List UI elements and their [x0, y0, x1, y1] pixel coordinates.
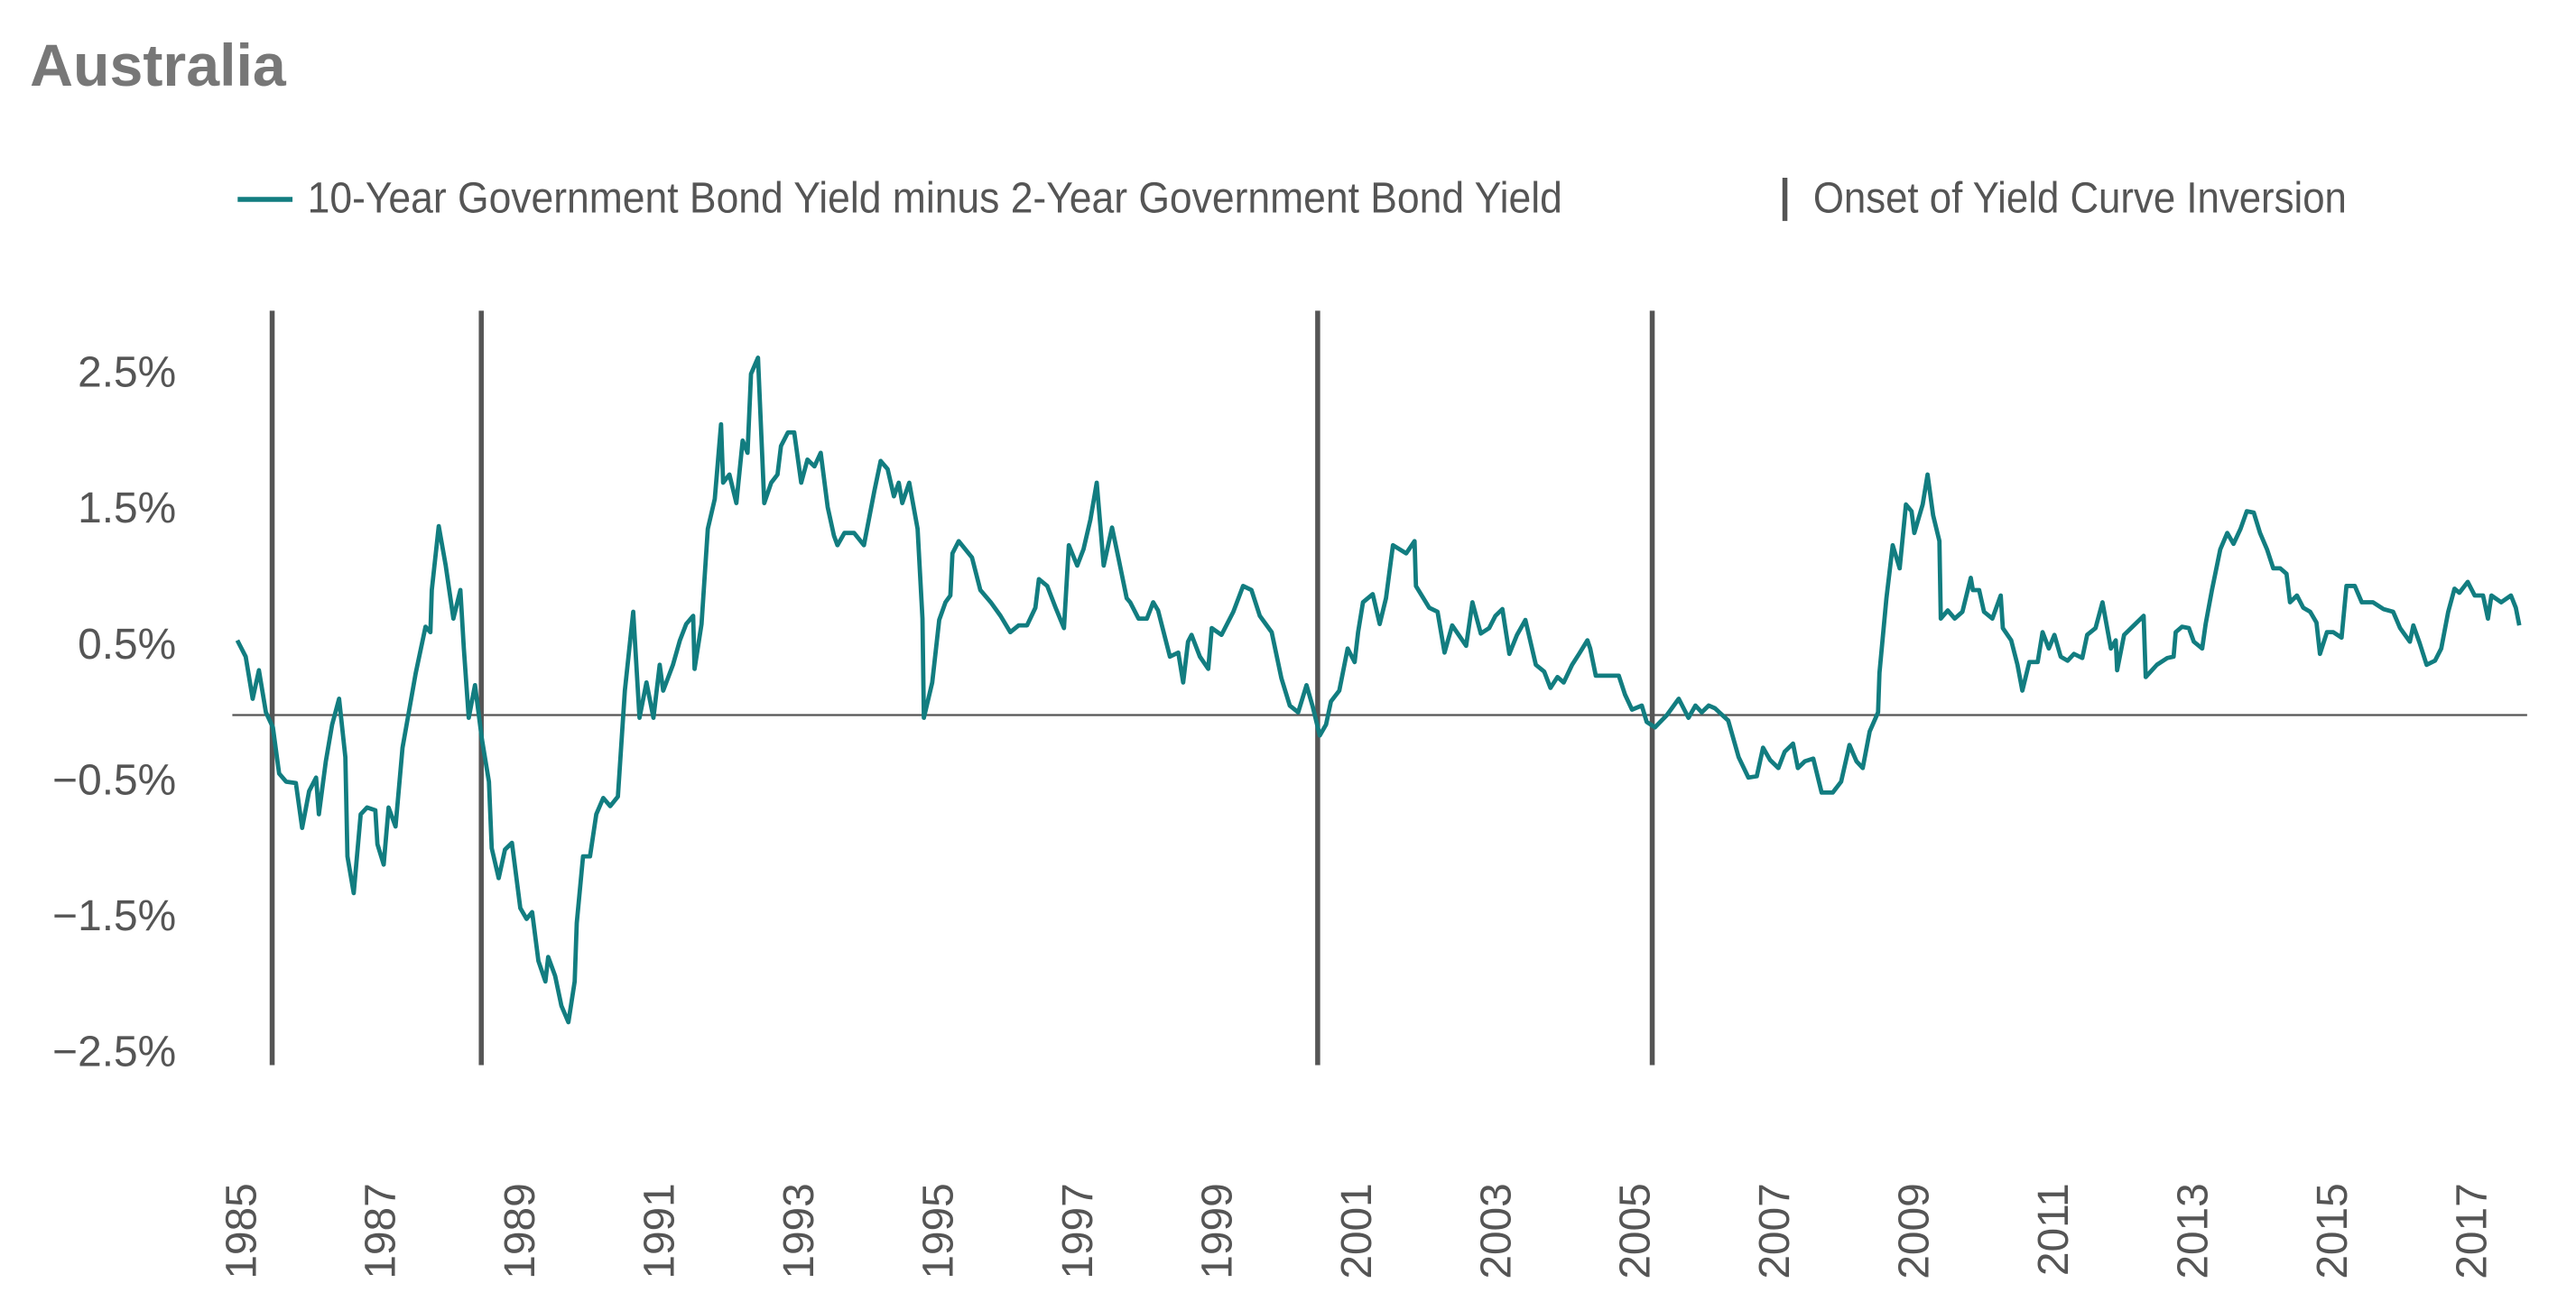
x-tick-label: 2007 [1751, 1183, 1799, 1279]
x-tick-label: 1991 [636, 1183, 684, 1279]
chart-title: Australia [30, 32, 287, 99]
x-tick-label: 1987 [357, 1183, 405, 1279]
x-tick-label: 2003 [1472, 1183, 1520, 1279]
x-tick-label: 1989 [496, 1183, 544, 1279]
x-tick-label: 2001 [1333, 1183, 1381, 1279]
x-tick-label: 1995 [915, 1183, 963, 1279]
y-tick-label: −1.5% [52, 892, 176, 940]
y-tick-label: 1.5% [78, 485, 176, 532]
x-tick-label: 1993 [775, 1183, 823, 1279]
x-tick-label: 2005 [1612, 1183, 1660, 1279]
legend-label: Onset of Yield Curve Inversion [1813, 174, 2347, 222]
x-tick-label: 2015 [2309, 1183, 2357, 1279]
y-tick-label: 0.5% [78, 621, 176, 669]
x-tick-label: 1985 [218, 1183, 265, 1279]
x-tick-label: 1999 [1193, 1183, 1241, 1279]
y-tick-label: 2.5% [78, 349, 176, 397]
legend-label: 10-Year Government Bond Yield minus 2-Ye… [308, 174, 1562, 222]
x-tick-label: 2011 [2030, 1183, 2078, 1276]
y-tick-label: −0.5% [52, 756, 176, 804]
x-tick-label: 2017 [2448, 1183, 2496, 1279]
data-line [235, 355, 2522, 1025]
x-tick-label: 1997 [1054, 1183, 1102, 1279]
x-tick-label: 2013 [2170, 1183, 2218, 1279]
x-tick-label: 2009 [1891, 1183, 1939, 1279]
y-tick-label: −2.5% [52, 1029, 176, 1076]
